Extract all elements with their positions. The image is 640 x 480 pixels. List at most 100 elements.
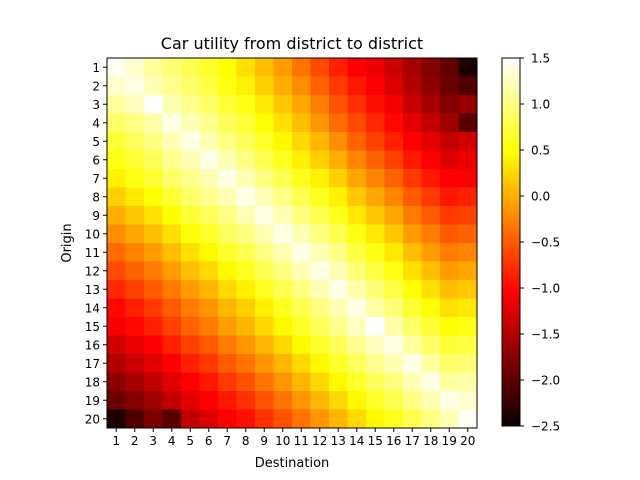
- heatmap-cell: [292, 169, 311, 188]
- heatmap-cell: [310, 391, 330, 410]
- heatmap-cell: [384, 150, 404, 170]
- heatmap-cell: [366, 409, 385, 429]
- heatmap-cell: [125, 113, 145, 133]
- heatmap-cell: [125, 187, 145, 207]
- heatmap-cell: [218, 150, 237, 170]
- x-tick-label: 19: [442, 434, 457, 448]
- heatmap-cell: [162, 335, 182, 355]
- heatmap-cell: [144, 335, 163, 355]
- heatmap-cell: [162, 150, 182, 170]
- heatmap-cell: [125, 58, 145, 77]
- heatmap-cell: [329, 261, 348, 281]
- colorbar-tick-label: −1.0: [531, 282, 560, 296]
- heatmap-cell: [366, 317, 385, 336]
- heatmap-cell: [440, 317, 459, 336]
- heatmap-cell: [236, 298, 256, 318]
- heatmap-cell: [310, 317, 330, 336]
- heatmap-cell: [181, 280, 200, 299]
- heatmap-cell: [403, 95, 422, 114]
- heatmap-cell: [236, 335, 256, 355]
- heatmap-cell: [384, 169, 404, 188]
- heatmap-cell: [292, 95, 311, 114]
- heatmap-cell: [384, 132, 404, 151]
- heatmap-cell: [107, 206, 126, 225]
- heatmap-cell: [107, 280, 126, 299]
- heatmap-cell: [199, 298, 219, 318]
- heatmap-cell: [347, 243, 367, 262]
- heatmap-cell: [144, 132, 163, 151]
- heatmap-cell: [218, 169, 237, 188]
- heatmap-cell: [255, 335, 274, 355]
- heatmap-cell: [403, 58, 422, 77]
- heatmap-cell: [458, 298, 478, 318]
- heatmap-cell: [421, 113, 441, 133]
- heatmap-cell: [366, 132, 385, 151]
- heatmap-cell: [384, 280, 404, 299]
- heatmap-cell: [347, 261, 367, 281]
- heatmap-cell: [144, 317, 163, 336]
- heatmap-cell: [255, 58, 274, 77]
- heatmap-cell: [310, 206, 330, 225]
- heatmap-cell: [199, 335, 219, 355]
- heatmap-cell: [292, 224, 311, 244]
- heatmap-cell: [144, 150, 163, 170]
- heatmap-cell: [403, 132, 422, 151]
- heatmap-cell: [255, 298, 274, 318]
- heatmap-cell: [347, 58, 367, 77]
- heatmap-cell: [347, 187, 367, 207]
- heatmap-cell: [421, 187, 441, 207]
- heatmap-cell: [125, 409, 145, 429]
- heatmap-cell: [329, 317, 348, 336]
- heatmap-cell: [366, 150, 385, 170]
- heatmap-cell: [458, 409, 478, 429]
- heatmap-cell: [292, 280, 311, 299]
- heatmap-cell: [403, 261, 422, 281]
- heatmap-cell: [440, 354, 459, 373]
- heatmap-cell: [329, 113, 348, 133]
- heatmap-cell: [440, 76, 459, 96]
- heatmap-cell: [421, 58, 441, 77]
- heatmap-cell: [384, 391, 404, 410]
- heatmap-cell: [218, 317, 237, 336]
- heatmap-cell: [458, 335, 478, 355]
- heatmap-cell: [273, 317, 293, 336]
- heatmap-cell: [347, 335, 367, 355]
- heatmap-cell: [384, 187, 404, 207]
- y-tick-label: 5: [92, 135, 100, 149]
- x-tick-label: 4: [168, 434, 176, 448]
- heatmap-cell: [218, 206, 237, 225]
- heatmap-cell: [199, 187, 219, 207]
- heatmap-cell: [255, 391, 274, 410]
- heatmap-cell: [347, 224, 367, 244]
- heatmap-cell: [107, 317, 126, 336]
- heatmap-cell: [255, 354, 274, 373]
- y-tick-label: 14: [85, 301, 100, 315]
- heatmap-cell: [255, 95, 274, 114]
- heatmap-cell: [292, 58, 311, 77]
- heatmap-cell: [458, 354, 478, 373]
- heatmap-cell: [218, 224, 237, 244]
- heatmap-cell: [236, 280, 256, 299]
- heatmap-cell: [181, 169, 200, 188]
- heatmap-cell: [403, 335, 422, 355]
- heatmap-cell: [440, 335, 459, 355]
- heatmap-cell: [181, 298, 200, 318]
- heatmap-cell: [162, 298, 182, 318]
- y-tick-label: 4: [92, 116, 100, 130]
- heatmap-cell: [384, 243, 404, 262]
- heatmap-cell: [310, 298, 330, 318]
- y-tick-label: 2: [92, 79, 100, 93]
- heatmap-cell: [329, 243, 348, 262]
- heatmap-cell: [421, 317, 441, 336]
- heatmap-cell: [403, 206, 422, 225]
- heatmap-cell: [458, 58, 478, 77]
- heatmap-cell: [236, 58, 256, 77]
- heatmap-cell: [458, 132, 478, 151]
- heatmap-cell: [292, 113, 311, 133]
- heatmap-cell: [255, 150, 274, 170]
- heatmap-cell: [236, 243, 256, 262]
- heatmap-cell: [144, 58, 163, 77]
- heatmap-cell: [292, 132, 311, 151]
- heatmap-cell: [440, 243, 459, 262]
